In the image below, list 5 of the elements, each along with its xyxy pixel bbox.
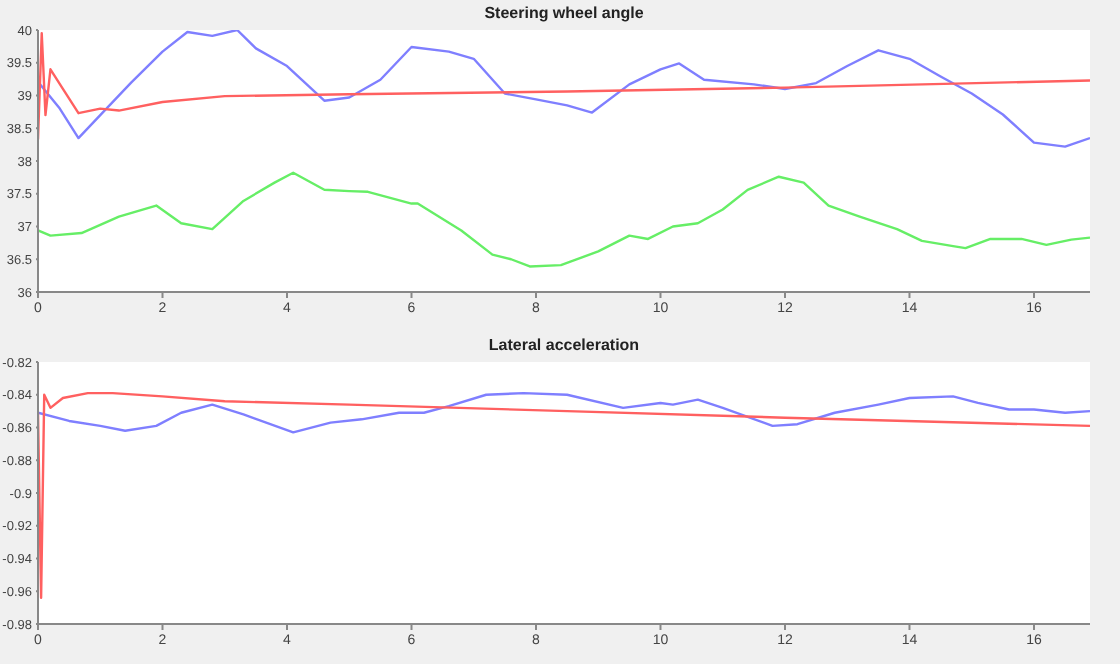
- chart-title: Steering wheel angle: [482, 4, 646, 22]
- line-series: [38, 171, 1090, 268]
- chart-title: Lateral acceleration: [486, 336, 642, 354]
- line-series: [38, 391, 1090, 599]
- line-series: [38, 391, 1090, 434]
